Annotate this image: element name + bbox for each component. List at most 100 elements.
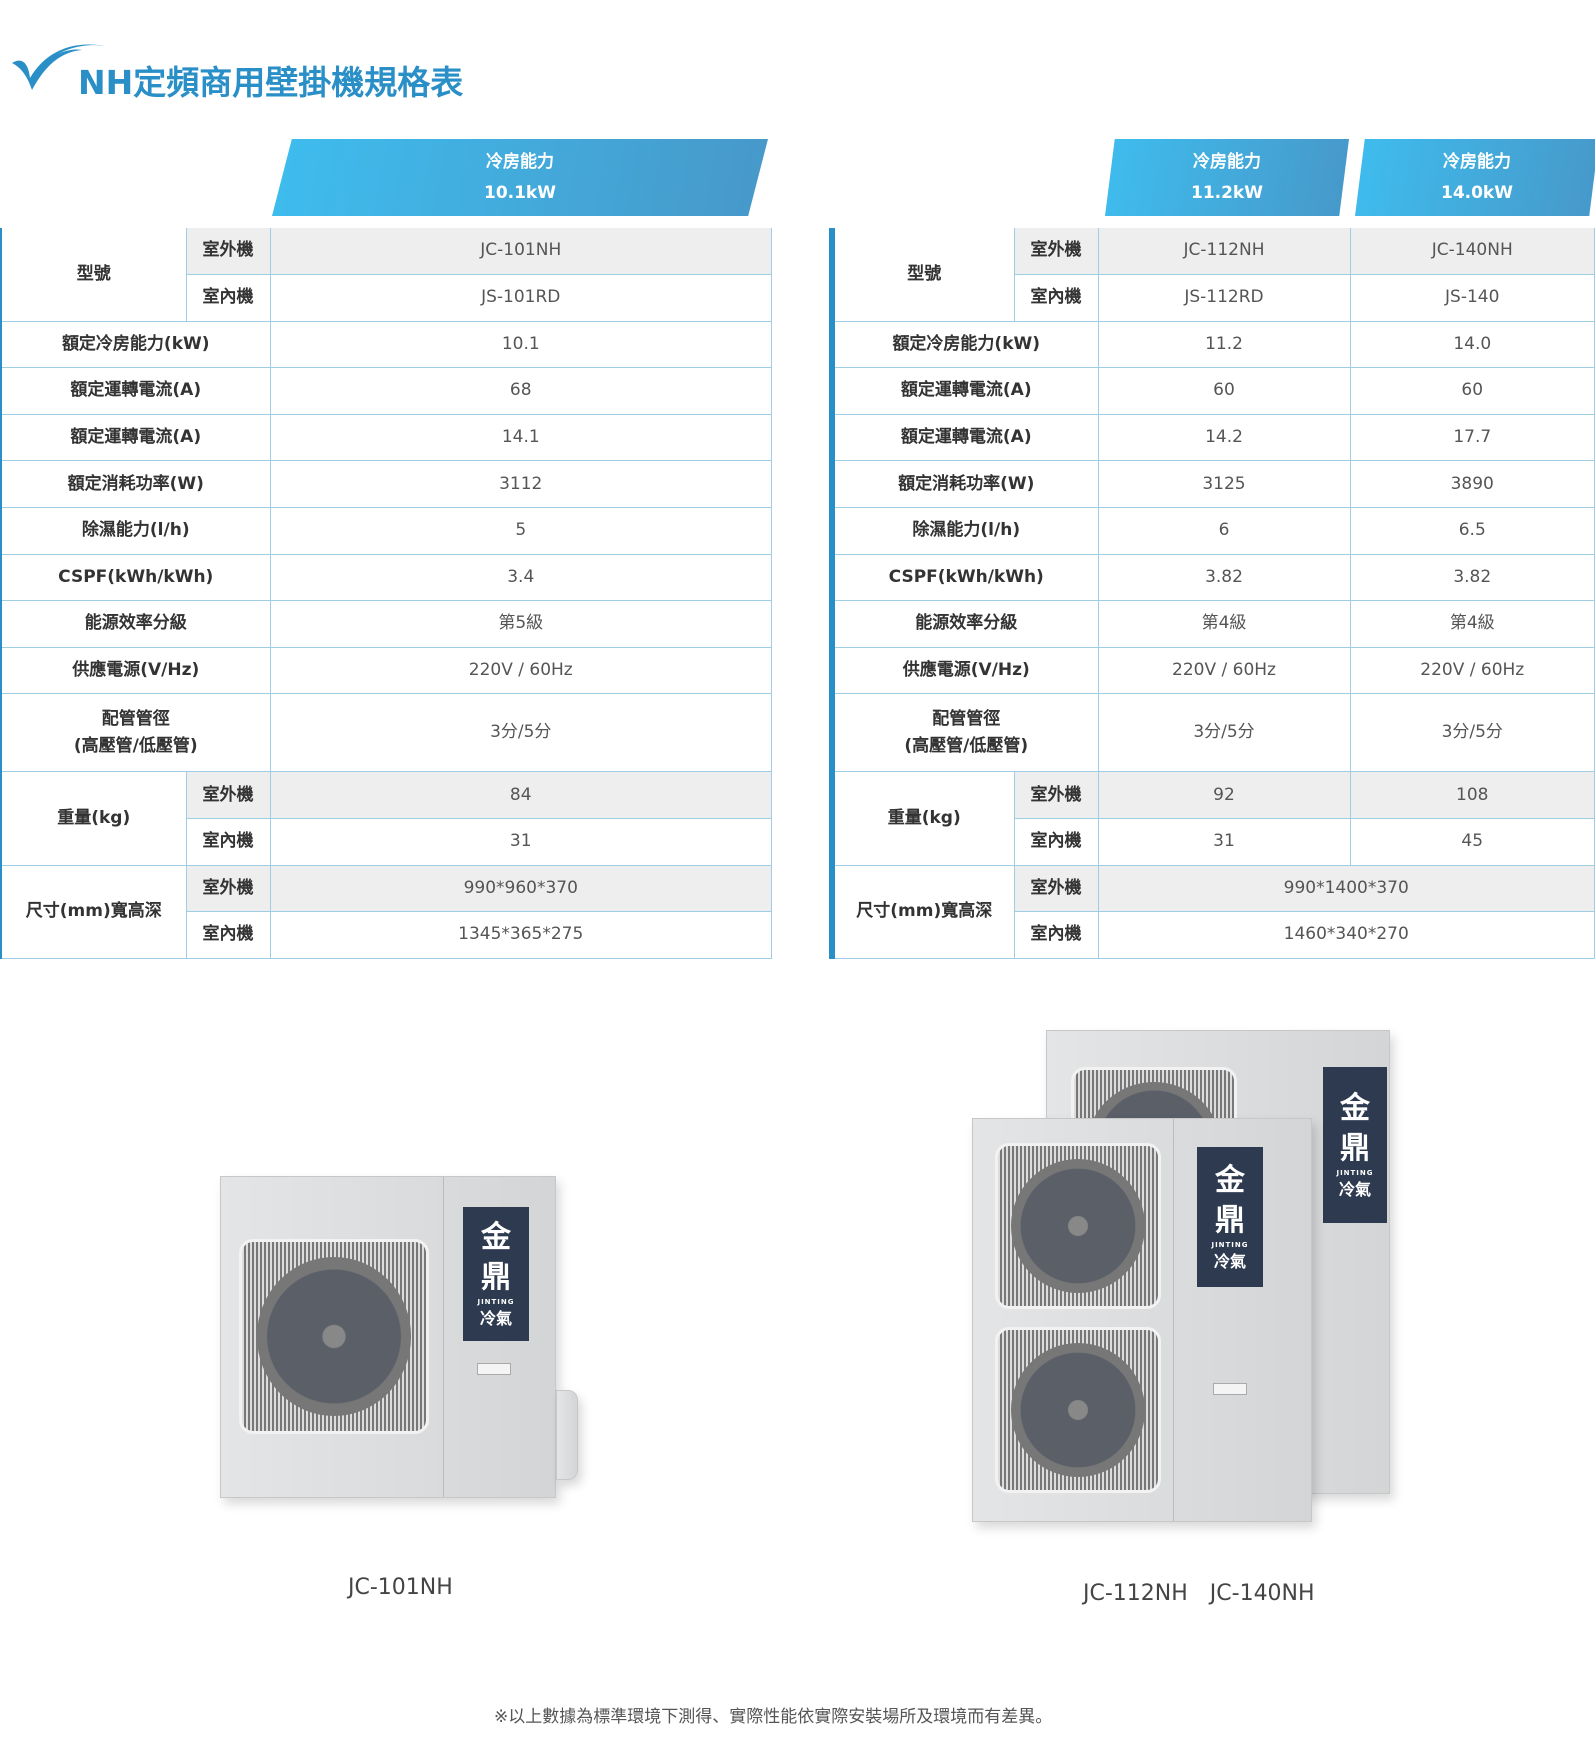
footnote: ※以上數據為標準環境下測得、實際性能依實際安裝場所及環境而有差異。 (494, 1707, 1053, 1727)
spec-table-left: 型號 室外機 JC-101NH 室內機 JS-101RD 額定冷房能力(kW) 10.1 額定… (0, 228, 772, 959)
row-label: 額定運轉電流(A) (831, 413, 1099, 462)
row-label: 重量(kg) (0, 771, 187, 866)
value-cell: 31 (269, 818, 772, 866)
table-row: 除濕能力(l/h) 6 6.5 (831, 507, 1595, 555)
badge-char: 鼎 (481, 1259, 511, 1295)
row-label: 尺寸(mm)寬高深 (831, 864, 1015, 959)
badge-small: JINTING (477, 1298, 515, 1307)
row-sublabel: 室外機 (1013, 771, 1099, 820)
value-cell: 3125 (1097, 460, 1351, 509)
value-cell: 990*960*370 (269, 864, 772, 913)
row-sublabel: 室內機 (1013, 911, 1099, 959)
table-row: 型號 室外機 JC-112NH JC-140NH (831, 228, 1595, 322)
table-row: 重量(kg) 室外機 84 (0, 771, 772, 866)
badge-char: 金 (481, 1220, 511, 1256)
table-row: 能源效率分級 第5級 (0, 600, 772, 648)
value-cell: 68 (269, 367, 772, 415)
value-cell: 10.1 (269, 320, 772, 369)
value-cell: 5 (269, 507, 772, 555)
row-label: 額定消耗功率(W) (831, 460, 1099, 509)
value-cell: 3.4 (269, 553, 772, 602)
header-line1: 冷房能力 (1193, 152, 1261, 173)
value-cell: JC-140NH (1349, 228, 1595, 276)
table-row: 額定運轉電流(A) 14.2 17.7 (831, 413, 1595, 462)
table-row: 室內機 31 (1, 818, 772, 866)
table-row: 重量(kg) 室外機 92 108 (831, 771, 1595, 866)
row-sublabel: 室內機 (1013, 818, 1099, 866)
value-cell: 14.2 (1097, 413, 1351, 462)
row-label: 能源效率分級 (831, 600, 1099, 648)
value-cell: JS-101RD (269, 274, 772, 322)
row-label: 重量(kg) (831, 771, 1015, 866)
badge-bottom: 冷氣 (1213, 1251, 1246, 1271)
row-label: 額定冷房能力(kW) (0, 320, 271, 369)
row-label: 額定冷房能力(kW) (831, 320, 1099, 369)
value-cell: JC-112NH (1097, 228, 1351, 276)
value-cell: JS-112RD (1097, 274, 1351, 322)
value-cell: 220V / 60Hz (269, 646, 772, 695)
row-label: 除濕能力(l/h) (0, 507, 271, 555)
capacity-header: 冷房能力 11.2kW (1105, 139, 1349, 216)
header-line2: 10.1kW (483, 182, 556, 203)
row-label: 型號 (831, 228, 1015, 322)
value-cell: 84 (269, 771, 772, 820)
row-sublabel: 室外機 (1013, 228, 1099, 276)
value-cell: 990*1400*370 (1097, 864, 1595, 913)
brand-badge: 金 鼎 JINTING 冷氣 (1197, 1147, 1263, 1287)
badge-small: JINTING (1336, 1169, 1374, 1178)
badge-char: 金 (1340, 1091, 1370, 1127)
table-row: 供應電源(V/Hz) 220V / 60Hz 220V / 60Hz (831, 646, 1595, 695)
row-label: 額定運轉電流(A) (831, 367, 1099, 415)
value-cell: 6 (1097, 507, 1351, 555)
row-sublabel: 室內機 (185, 818, 271, 866)
row-label: CSPF(kWh/kWh) (0, 553, 271, 602)
row-label: 額定運轉電流(A) (0, 413, 271, 462)
table-row: 室內機 JS-112RD JS-140 (832, 274, 1595, 322)
value-cell: 3.82 (1349, 553, 1595, 602)
brand-badge: 金 鼎 JINTING 冷氣 (463, 1207, 529, 1341)
badge-char: 鼎 (1340, 1130, 1370, 1166)
value-cell: 3890 (1349, 460, 1595, 509)
table-row: 額定冷房能力(kW) 11.2 14.0 (831, 320, 1595, 369)
badge-char: 鼎 (1215, 1202, 1245, 1238)
value-cell: 3分/5分 (1097, 693, 1351, 773)
value-cell: JS-140 (1349, 274, 1595, 322)
capacity-header: 冷房能力 14.0kW (1355, 139, 1595, 216)
table-row: CSPF(kWh/kWh) 3.82 3.82 (831, 553, 1595, 602)
value-cell: 1460*340*270 (1097, 911, 1595, 959)
value-cell: 60 (1097, 367, 1351, 415)
value-cell: 108 (1349, 771, 1595, 820)
table-row: 型號 室外機 JC-101NH (0, 228, 772, 322)
value-cell: 3分/5分 (269, 693, 772, 773)
table-row: 配管管徑 (高壓管/低壓管) 3分/5分 3分/5分 (831, 693, 1595, 773)
badge-char: 金 (1215, 1163, 1245, 1199)
row-sublabel: 室內機 (185, 911, 271, 959)
row-label: 除濕能力(l/h) (831, 507, 1099, 555)
row-label: 配管管徑 (高壓管/低壓管) (831, 693, 1099, 773)
value-cell: 11.2 (1097, 320, 1351, 369)
row-label: CSPF(kWh/kWh) (831, 553, 1099, 602)
value-cell: 17.7 (1349, 413, 1595, 462)
value-cell: 92 (1097, 771, 1351, 820)
table-row: 額定運轉電流(A) 60 60 (831, 367, 1595, 415)
badge-small: JINTING (1211, 1241, 1249, 1250)
product-caption-right: JC-112NH JC-140NH (1083, 1581, 1315, 1606)
value-cell: 第4級 (1097, 600, 1351, 648)
table-row: 額定運轉電流(A) 68 (0, 367, 772, 415)
value-cell: JC-101NH (269, 228, 772, 276)
table-row: 尺寸(mm)寬高深 室外機 990*960*370 (0, 864, 772, 959)
row-label: 供應電源(V/Hz) (0, 646, 271, 695)
table-row: 配管管徑 (高壓管/低壓管) 3分/5分 (0, 693, 772, 773)
header-line1: 冷房能力 (1443, 152, 1511, 173)
table-row: 供應電源(V/Hz) 220V / 60Hz (0, 646, 772, 695)
table-row: 額定消耗功率(W) 3112 (0, 460, 772, 509)
value-cell: 220V / 60Hz (1349, 646, 1595, 695)
table-row: 額定運轉電流(A) 14.1 (0, 413, 772, 462)
capacity-header: 冷房能力 10.1kW (272, 139, 768, 216)
table-row: 除濕能力(l/h) 5 (0, 507, 772, 555)
row-sublabel: 室內機 (1013, 274, 1099, 322)
value-cell: 1345*365*275 (269, 911, 772, 959)
row-label: 額定運轉電流(A) (0, 367, 271, 415)
header-line2: 11.2kW (1190, 182, 1263, 203)
row-sublabel: 室外機 (185, 228, 271, 276)
